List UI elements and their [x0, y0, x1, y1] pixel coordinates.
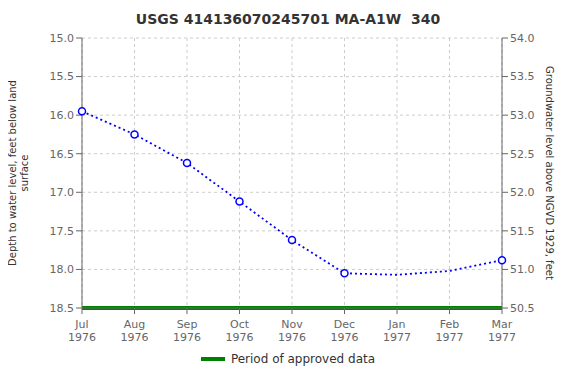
svg-text:17.0: 17.0: [50, 186, 75, 199]
svg-text:Aug1976: Aug1976: [121, 318, 149, 344]
svg-text:Depth to water level, feet bel: Depth to water level, feet below landsur…: [8, 80, 30, 266]
svg-text:Oct1976: Oct1976: [226, 318, 254, 344]
svg-text:50.5: 50.5: [510, 302, 535, 315]
svg-text:52.5: 52.5: [510, 148, 535, 161]
svg-text:Dec1976: Dec1976: [331, 318, 359, 344]
svg-text:Nov1976: Nov1976: [278, 318, 306, 344]
svg-text:52.0: 52.0: [510, 186, 535, 199]
svg-text:Jan1977: Jan1977: [383, 318, 411, 344]
svg-text:15.5: 15.5: [50, 70, 75, 83]
svg-text:53.5: 53.5: [510, 70, 535, 83]
svg-text:Sep1976: Sep1976: [173, 318, 201, 344]
svg-text:53.0: 53.0: [510, 109, 535, 122]
svg-text:Jul1976: Jul1976: [68, 318, 96, 344]
html-text:USGS 414136070245701 MA-A1W 34: USGS 414136070245701 MA-A1W 340: [135, 11, 441, 27]
svg-text:54.0: 54.0: [510, 32, 535, 45]
svg-text:16.0: 16.0: [50, 109, 75, 122]
svg-text:51.0: 51.0: [510, 263, 535, 276]
svg-text:18.0: 18.0: [50, 263, 75, 276]
svg-text:18.5: 18.5: [50, 302, 75, 315]
svg-text:Mar1977: Mar1977: [488, 318, 516, 344]
html-text:Period of approved data: Period of approved data: [230, 352, 376, 366]
svg-text:15.0: 15.0: [50, 32, 75, 45]
svg-text:51.5: 51.5: [510, 225, 535, 238]
svg-text:17.5: 17.5: [50, 225, 75, 238]
svg-text:Feb1977: Feb1977: [436, 318, 464, 344]
svg-text:16.5: 16.5: [50, 148, 75, 161]
svg-text:Groundwater level above NGVD 1: Groundwater level above NGVD 1929, feet: [545, 66, 556, 280]
